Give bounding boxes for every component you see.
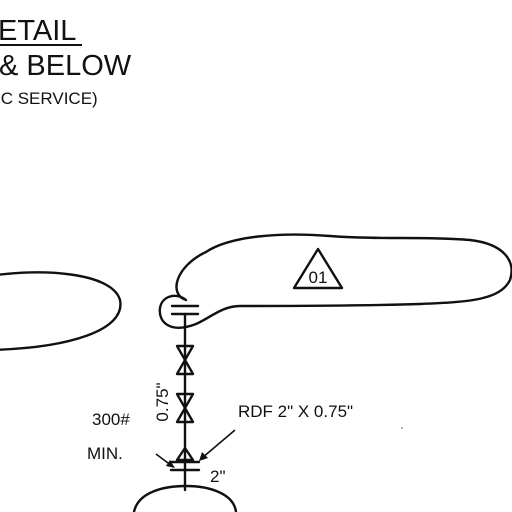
left-cloud-outline [0, 271, 122, 351]
revision-tag: 01 [309, 268, 328, 287]
reducer-leader-arrow [199, 452, 208, 461]
rating-label: 300# [92, 410, 130, 429]
stray-mark [401, 427, 403, 429]
title-block: ETAIL & BELOW IC SERVICE) [0, 15, 132, 108]
pipe-size-label-bottom: 2" [210, 467, 226, 486]
revision-triangle: 01 [292, 247, 344, 290]
title-line-2: & BELOW [0, 50, 132, 82]
rating-leader-arrow [166, 460, 175, 468]
bottom-flange-symbol [169, 460, 201, 472]
reducer-leader-line [201, 429, 236, 459]
title-line-3: IC SERVICE) [0, 89, 98, 108]
right-cloud-outline [158, 233, 512, 329]
valve-symbol-lower [175, 392, 195, 424]
reducer-symbol [175, 446, 195, 462]
reducer-label: RDF 2" X 0.75" [238, 402, 353, 421]
rating-min-label: MIN. [87, 444, 123, 463]
valve-symbol-upper [175, 344, 195, 376]
pipe-size-label-vertical: 0.75" [153, 382, 172, 421]
title-line-1: ETAIL [0, 15, 76, 47]
bottom-vessel-outline [132, 484, 238, 512]
